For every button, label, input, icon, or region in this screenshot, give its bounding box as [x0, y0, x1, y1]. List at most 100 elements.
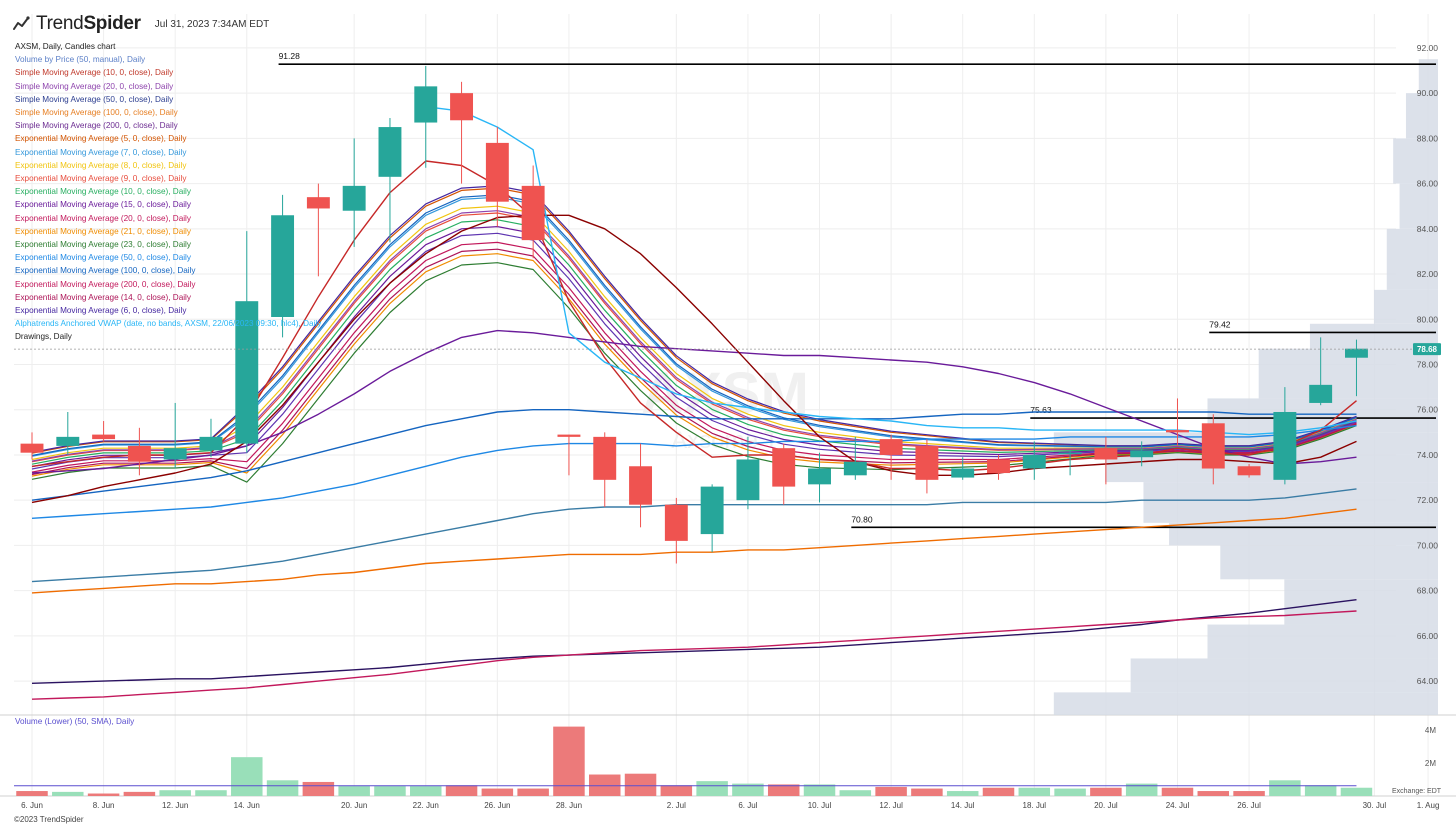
- legend-item[interactable]: Exponential Moving Average (21, 0, close…: [15, 226, 191, 236]
- volume-bar: [445, 785, 478, 796]
- candle-body: [92, 434, 116, 440]
- candle-body: [127, 445, 151, 462]
- legend-item[interactable]: Volume by Price (50, manual), Daily: [15, 55, 146, 65]
- legend-item[interactable]: Exponential Moving Average (50, 0, close…: [15, 253, 191, 263]
- legend-item[interactable]: Simple Moving Average (100, 0, close), D…: [15, 108, 178, 118]
- candle-body: [629, 466, 652, 505]
- legend-item[interactable]: Exponential Moving Average (15, 0, close…: [15, 200, 191, 210]
- volume-bar: [732, 783, 764, 796]
- volume-pane-label: Volume (Lower) (50, SMA), Daily: [15, 717, 135, 726]
- legend-item[interactable]: Exponential Moving Average (200, 0, clos…: [15, 279, 196, 289]
- volume-bar: [1269, 780, 1301, 796]
- date-tick-label: 20. Jun: [341, 801, 367, 810]
- legend-item[interactable]: Simple Moving Average (10, 0, close), Da…: [15, 68, 174, 78]
- date-tick-label: 10. Jul: [808, 801, 832, 810]
- legend-item[interactable]: Exponential Moving Average (100, 0, clos…: [15, 266, 196, 276]
- price-tick-label: 78.00: [1417, 360, 1439, 370]
- legend-item[interactable]: AXSM, Daily, Candles chart: [15, 42, 116, 51]
- volume-by-price-bar: [1105, 454, 1438, 483]
- legend-item[interactable]: Exponential Moving Average (6, 0, close)…: [15, 306, 187, 316]
- price-level-label: 91.28: [279, 51, 301, 61]
- legend-item[interactable]: Simple Moving Average (200, 0, close), D…: [15, 121, 178, 131]
- date-tick-label: 18. Jul: [1023, 801, 1047, 810]
- volume-bar: [123, 791, 156, 796]
- volume-bar: [982, 787, 1015, 796]
- date-tick-label: 24. Jul: [1166, 801, 1190, 810]
- date-tick-label: 14. Jun: [234, 801, 260, 810]
- candle-body: [1201, 423, 1225, 469]
- date-tick-label: 2. Jul: [667, 801, 686, 810]
- candle-body: [199, 436, 223, 451]
- price-axis[interactable]: 64.00 66.00 68.00 70.00 72.00 74.00 76.00 78.00…: [1417, 43, 1439, 686]
- candle-body: [987, 459, 1010, 474]
- volume-tick-label: 4M: [1425, 726, 1436, 735]
- legend-item[interactable]: Exponential Moving Average (8, 0, close)…: [15, 160, 187, 170]
- candle-body: [20, 443, 44, 453]
- legend-item[interactable]: Exponential Moving Average (14, 0, close…: [15, 292, 191, 302]
- candle-body: [736, 459, 760, 501]
- moving-average-line: [31, 610, 1357, 700]
- volume-bar: [410, 786, 442, 796]
- legend-item[interactable]: Simple Moving Average (50, 0, close), Da…: [15, 94, 174, 104]
- legend-item[interactable]: Exponential Moving Average (10, 0, close…: [15, 187, 191, 197]
- date-tick-label: 12. Jul: [879, 801, 903, 810]
- volume-bar: [946, 791, 979, 796]
- candle-body: [664, 504, 688, 541]
- volume-bar: [1197, 791, 1230, 796]
- candle-body: [879, 439, 903, 455]
- candle-body: [808, 468, 831, 485]
- price-tick-label: 66.00: [1417, 631, 1439, 641]
- date-tick-label: 28. Jun: [556, 801, 582, 810]
- legend-item[interactable]: Drawings, Daily: [15, 332, 72, 342]
- volume-by-price-histogram: [1053, 59, 1438, 715]
- price-level-label: 79.42: [1209, 319, 1231, 329]
- legend-item[interactable]: Exponential Moving Average (7, 0, close)…: [15, 147, 187, 157]
- price-tick-label: 68.00: [1417, 586, 1439, 596]
- legend-item[interactable]: Exponential Moving Average (23, 0, close…: [15, 240, 191, 250]
- legend-item[interactable]: Exponential Moving Average (5, 0, close)…: [15, 134, 187, 144]
- candle-body: [306, 197, 330, 209]
- app-header: TrendSpider Jul 31, 2023 7:34AM EDT: [12, 12, 269, 36]
- candle-body: [843, 461, 867, 476]
- volume-bar: [338, 786, 370, 796]
- copyright: ©2023 TrendSpider: [14, 815, 84, 824]
- volume-tick-label: 2M: [1425, 759, 1436, 768]
- volume-by-price-bar: [1393, 138, 1438, 184]
- candle-body: [1237, 466, 1261, 476]
- candle-body: [342, 185, 366, 211]
- volume-bar: [1125, 783, 1158, 796]
- date-tick-label: 1. Aug: [1417, 801, 1440, 810]
- brand-name: TrendSpider: [36, 13, 141, 34]
- exchange-label: Exchange: EDT: [1392, 788, 1442, 795]
- price-tick-label: 70.00: [1417, 540, 1439, 550]
- volume-by-price-bar: [1053, 692, 1438, 715]
- price-tick-label: 90.00: [1417, 88, 1439, 98]
- volume-bar: [1340, 787, 1373, 796]
- price-level-label: 75.63: [1030, 405, 1052, 415]
- time-axis[interactable]: 6. Jun 8. Jun 12. Jun 14. Jun 20. Jun 22. Jun…: [21, 801, 1439, 810]
- date-tick-label: 20. Jul: [1094, 801, 1118, 810]
- legend-item[interactable]: Simple Moving Average (20, 0, close), Da…: [15, 81, 174, 91]
- candle-body: [56, 436, 80, 446]
- date-tick-label: 8. Jun: [93, 801, 115, 810]
- legend-item[interactable]: Alphatrends Anchored VWAP (date, no band…: [15, 319, 322, 329]
- volume-by-price-bar: [1130, 658, 1438, 693]
- last-price-marker: 78.68: [14, 343, 1441, 356]
- date-tick-label: 22. Jun: [413, 801, 439, 810]
- candle-body: [593, 436, 617, 480]
- legend-item[interactable]: Exponential Moving Average (9, 0, close)…: [15, 174, 187, 184]
- legend-item[interactable]: Exponential Moving Average (20, 0, close…: [15, 213, 191, 223]
- volume-bar: [553, 726, 585, 796]
- volume-by-price-bar: [1386, 228, 1438, 290]
- candle-body: [1130, 450, 1154, 458]
- volume-by-price-bar: [1220, 545, 1438, 580]
- volume-by-price-bar: [1399, 183, 1438, 229]
- candle-body: [1273, 411, 1297, 480]
- volume-bar: [517, 788, 549, 796]
- candle-body: [1022, 454, 1046, 469]
- volume-bar: [1233, 791, 1265, 796]
- date-tick-label: 30. Jul: [1363, 801, 1387, 810]
- volume-bar: [52, 791, 84, 796]
- date-tick-label: 6. Jul: [738, 801, 757, 810]
